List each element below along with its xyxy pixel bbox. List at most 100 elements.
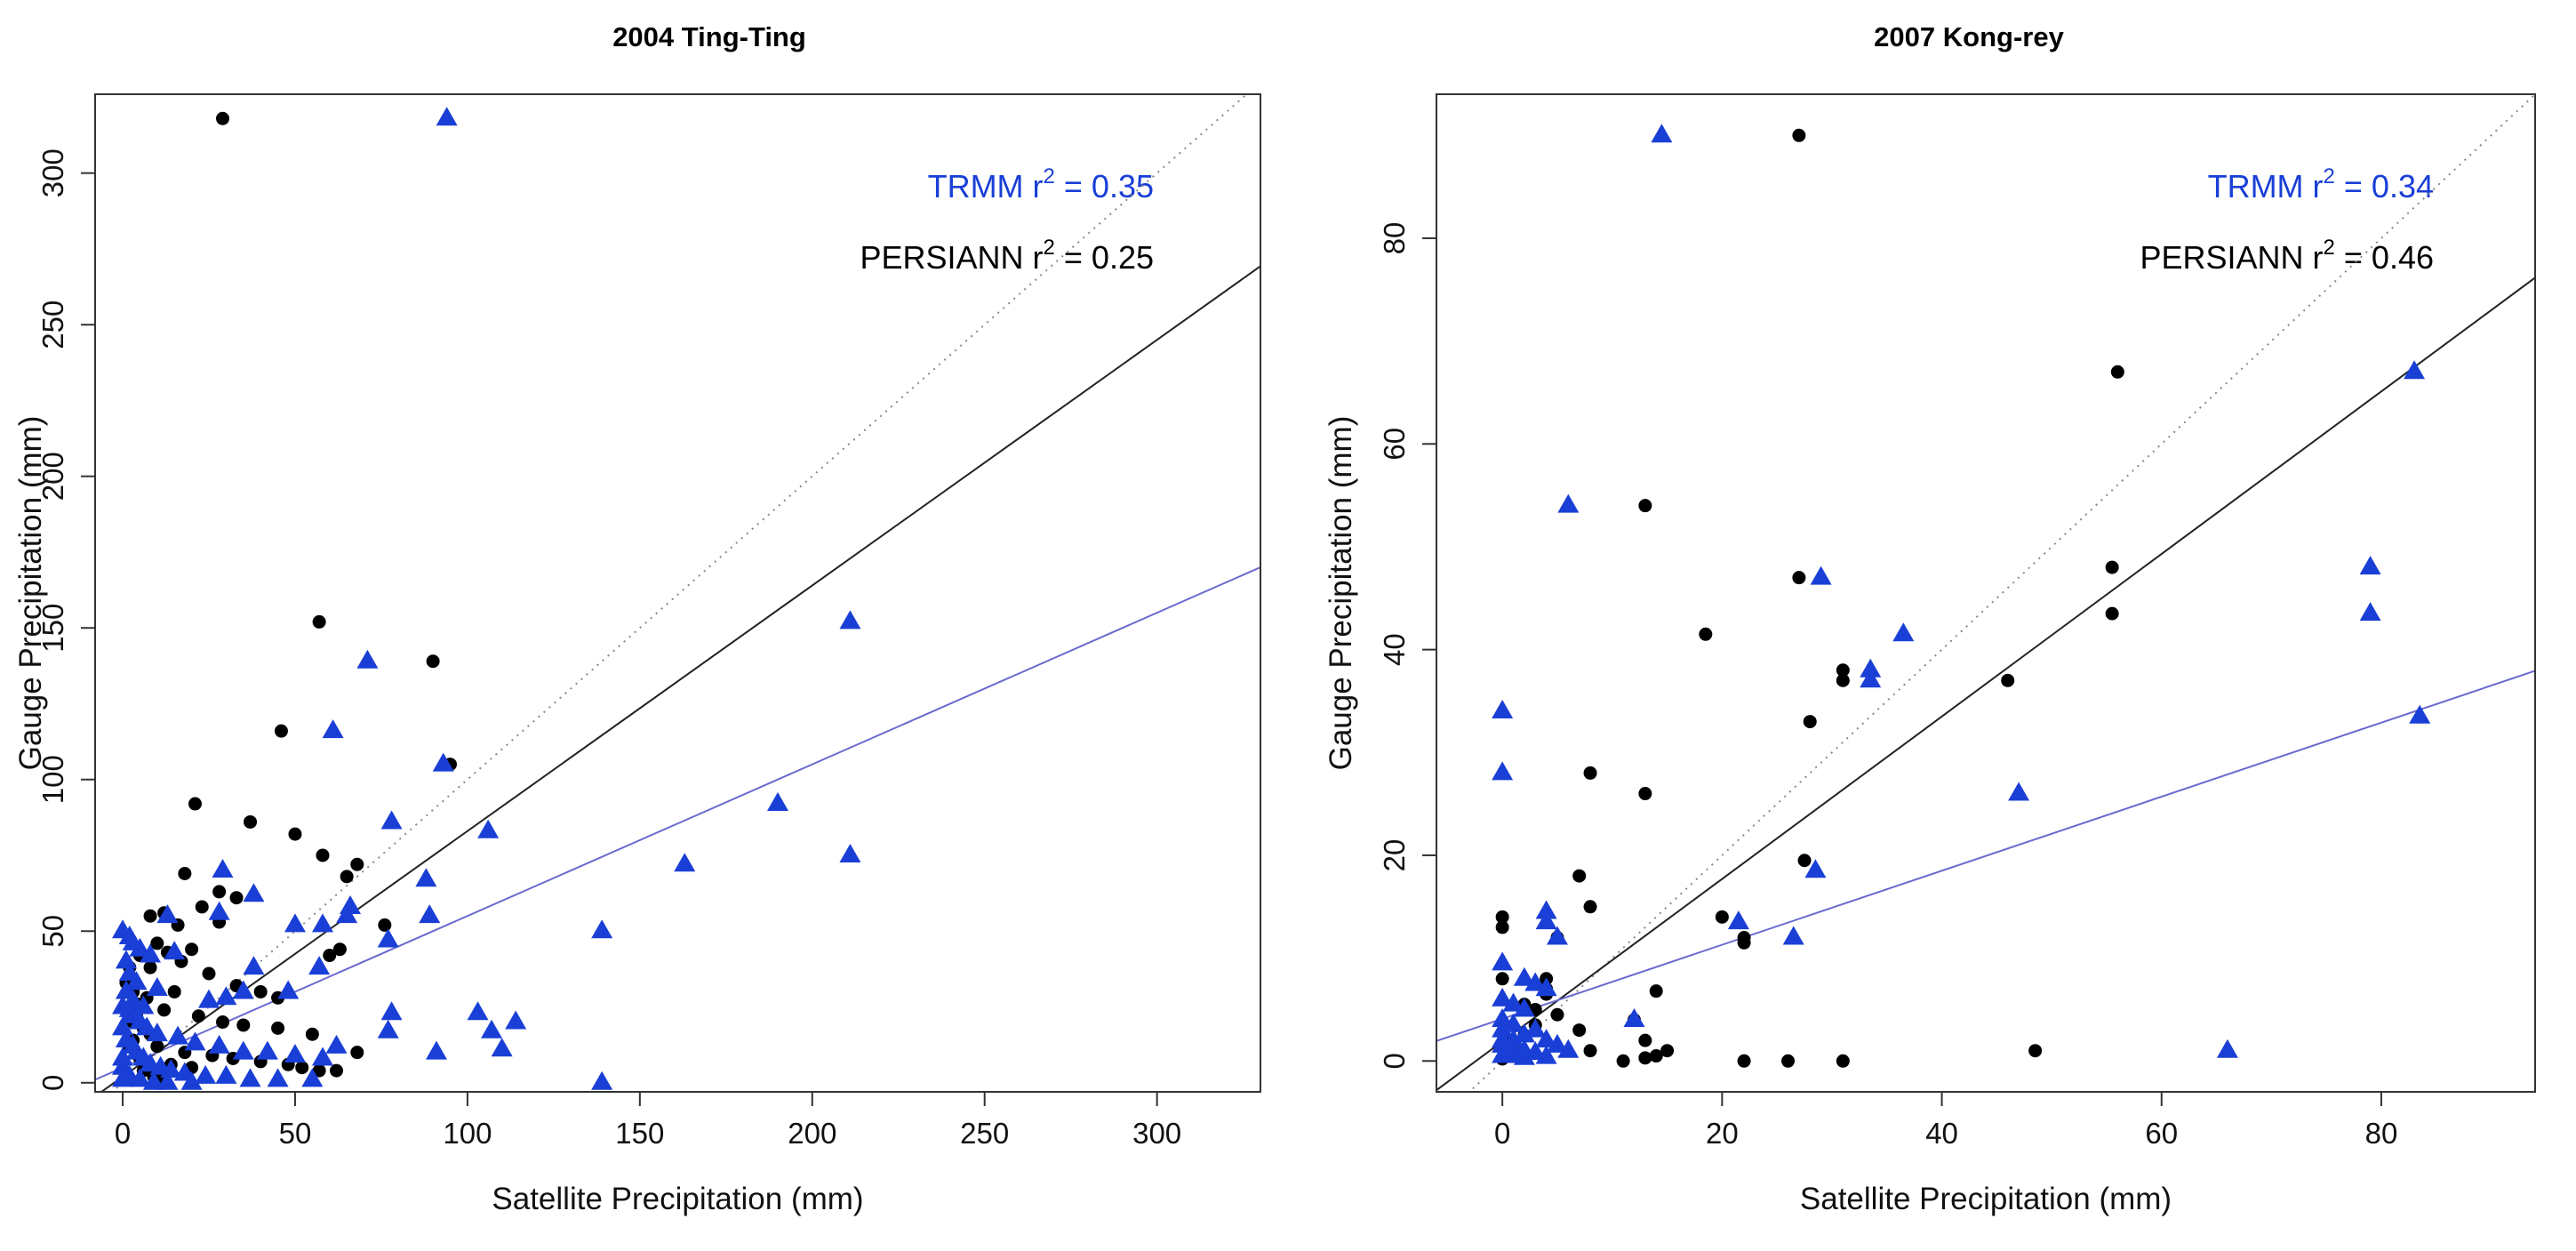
- persiann-point: [1660, 1044, 1675, 1058]
- x-tick-label: 100: [443, 1117, 492, 1150]
- trmm-point: [1860, 669, 1882, 688]
- trmm-point: [208, 901, 230, 920]
- trmm-point: [215, 986, 237, 1006]
- y-tick-label: 40: [1378, 633, 1411, 666]
- trmm-point: [284, 1044, 306, 1063]
- fit-lines: [1436, 94, 2535, 1092]
- persiann-point: [143, 909, 157, 923]
- trmm-point: [336, 904, 358, 924]
- persiann-point: [316, 848, 330, 862]
- y-tick-label: 50: [36, 915, 69, 948]
- persiann-point: [332, 942, 347, 957]
- persiann-point: [191, 1009, 205, 1023]
- x-tick-label: 200: [788, 1117, 836, 1150]
- persiann-point: [1836, 1054, 1850, 1068]
- persiann-point: [330, 1063, 344, 1078]
- trmm-point: [505, 1010, 527, 1030]
- trmm-point: [267, 1068, 289, 1087]
- trmm-point: [674, 853, 696, 872]
- persiann-point: [323, 949, 337, 963]
- x-tick-label: 0: [1494, 1117, 1510, 1150]
- persiann-point: [216, 1015, 230, 1030]
- trmm-point: [311, 913, 333, 933]
- trmm-point: [239, 1068, 261, 1087]
- data-points: [112, 107, 861, 1090]
- trmm-point: [129, 937, 151, 957]
- trmm-point: [1804, 859, 1827, 878]
- trmm-point: [491, 1038, 513, 1057]
- y-tick-label: 60: [1378, 428, 1411, 461]
- persiann-point: [1583, 766, 1597, 780]
- trmm-point: [380, 810, 403, 830]
- persiann-point: [350, 1046, 364, 1060]
- persiann-point: [312, 614, 326, 629]
- persiann-point: [1550, 1007, 1564, 1022]
- trmm-point: [1535, 1029, 1557, 1048]
- trmm-point: [356, 649, 379, 669]
- persiann-point: [1715, 910, 1729, 924]
- trmm-point: [839, 610, 861, 630]
- persiann-point: [185, 942, 199, 957]
- x-tick-label: 250: [960, 1117, 1009, 1150]
- persiann-point: [2001, 673, 2015, 687]
- trmm-point: [112, 1068, 134, 1087]
- y-tick-label: 150: [36, 604, 69, 653]
- trmm-point: [132, 995, 155, 1014]
- persiann-point: [1495, 910, 1509, 924]
- trmm-point: [1892, 622, 1915, 642]
- x-tick-label: 150: [615, 1117, 664, 1150]
- persiann-point: [1792, 571, 1806, 585]
- x-tick-label: 0: [115, 1117, 131, 1150]
- persiann-point: [1803, 715, 1817, 729]
- persiann-point: [295, 1061, 309, 1075]
- persiann-point: [1737, 935, 1751, 950]
- trmm-point: [1524, 1018, 1547, 1038]
- persiann-point: [202, 966, 216, 981]
- trmm-point: [142, 1071, 164, 1090]
- persiann-point: [188, 797, 202, 811]
- trmm-point: [1492, 700, 1514, 719]
- trmm-point: [1492, 1029, 1514, 1048]
- persiann-point: [150, 1039, 164, 1054]
- trmm-point: [1810, 565, 1832, 585]
- trmm-point: [415, 868, 437, 887]
- persiann-point: [236, 1018, 251, 1032]
- persiann-point: [1616, 1054, 1630, 1068]
- trmm-point: [1492, 761, 1514, 781]
- persiann-point: [350, 857, 364, 871]
- trmm-point: [146, 1022, 168, 1042]
- trmm-point: [766, 791, 788, 811]
- x-axis-label: Satellite Precipitation (mm): [492, 1182, 863, 1216]
- panel-ting-ting: 2004 Ting-Ting Satellite Precipitation (…: [13, 21, 1261, 1216]
- x-tick-label: 40: [1925, 1117, 1958, 1150]
- persiann-point: [178, 866, 192, 880]
- trmm-point: [377, 928, 399, 948]
- trmm-point: [1557, 493, 1580, 513]
- y-tick-label: 250: [36, 301, 69, 349]
- x-tick-label: 80: [2365, 1117, 2398, 1150]
- trmm-point: [2008, 782, 2030, 801]
- trmm-point: [156, 1071, 179, 1090]
- one-to-one-line: [110, 94, 1248, 1092]
- y-axis-label: Gauge Precipitation (mm): [1324, 416, 1358, 771]
- trmm-point: [1513, 1023, 1535, 1043]
- y-tick-label: 0: [36, 1075, 69, 1091]
- trmm-point: [2216, 1038, 2238, 1058]
- persiann-point: [2028, 1044, 2043, 1058]
- persiann-point: [212, 885, 227, 899]
- trmm-point: [1513, 966, 1535, 986]
- trmm-point: [232, 980, 254, 999]
- trmm-point: [425, 1040, 447, 1060]
- persiann-point: [2105, 606, 2119, 621]
- trmm-point: [436, 107, 458, 126]
- trmm-point: [325, 1034, 348, 1054]
- persiann-point: [244, 814, 258, 829]
- trmm-point: [232, 1040, 254, 1060]
- trmm-point: [1727, 910, 1749, 930]
- persiann-point: [143, 960, 157, 974]
- x-tick-label: 300: [1132, 1117, 1181, 1150]
- trmm-point: [301, 1068, 324, 1087]
- trmm-point: [839, 843, 861, 862]
- trmm-point: [432, 752, 454, 772]
- y-tick-label: 300: [36, 148, 69, 197]
